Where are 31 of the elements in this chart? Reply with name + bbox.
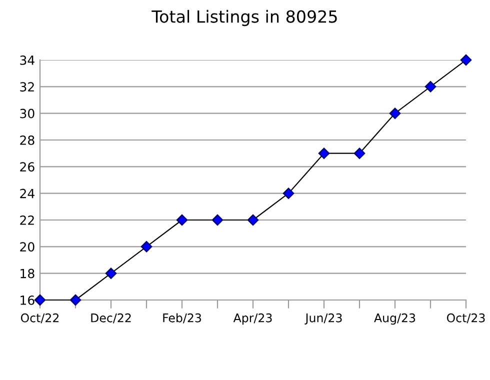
point (247, 214, 259, 226)
y-tick-label: 20 (20, 242, 34, 252)
x-tick-label: Aug/23 (374, 313, 416, 325)
point (176, 214, 188, 226)
point (389, 108, 401, 119)
point (70, 294, 82, 306)
point (34, 294, 46, 306)
point (318, 148, 330, 159)
x-tick-label: Oct/22 (20, 313, 59, 324)
y-tick-label: 16 (20, 295, 34, 305)
x-tick-label: Dec/22 (91, 313, 131, 324)
point (105, 268, 117, 279)
chart-title: Total Listings in 80925 (152, 10, 337, 26)
x-tick-label: Feb/23 (163, 313, 201, 324)
y-tick-label: 34 (20, 55, 34, 65)
y-tick-label: 28 (20, 135, 34, 145)
x-tick-label: Oct/23 (446, 313, 485, 324)
point (460, 54, 472, 66)
point (212, 214, 224, 226)
y-tick-label: 30 (20, 108, 34, 118)
point (424, 81, 436, 92)
point (282, 188, 294, 199)
y-tick-label: 24 (20, 188, 34, 198)
y-tick-label: 26 (20, 162, 34, 172)
x-tick-label: Apr/23 (233, 313, 272, 325)
x-tick-label: Jun/23 (304, 313, 342, 325)
point (354, 148, 366, 159)
point (140, 241, 152, 252)
y-tick-label: 22 (20, 215, 34, 225)
y-tick-label: 32 (20, 82, 34, 92)
y-tick-label: 18 (20, 268, 34, 278)
